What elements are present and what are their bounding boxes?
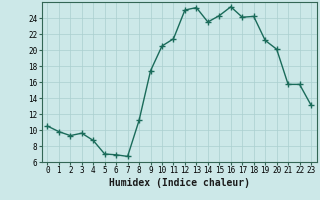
X-axis label: Humidex (Indice chaleur): Humidex (Indice chaleur) (109, 178, 250, 188)
